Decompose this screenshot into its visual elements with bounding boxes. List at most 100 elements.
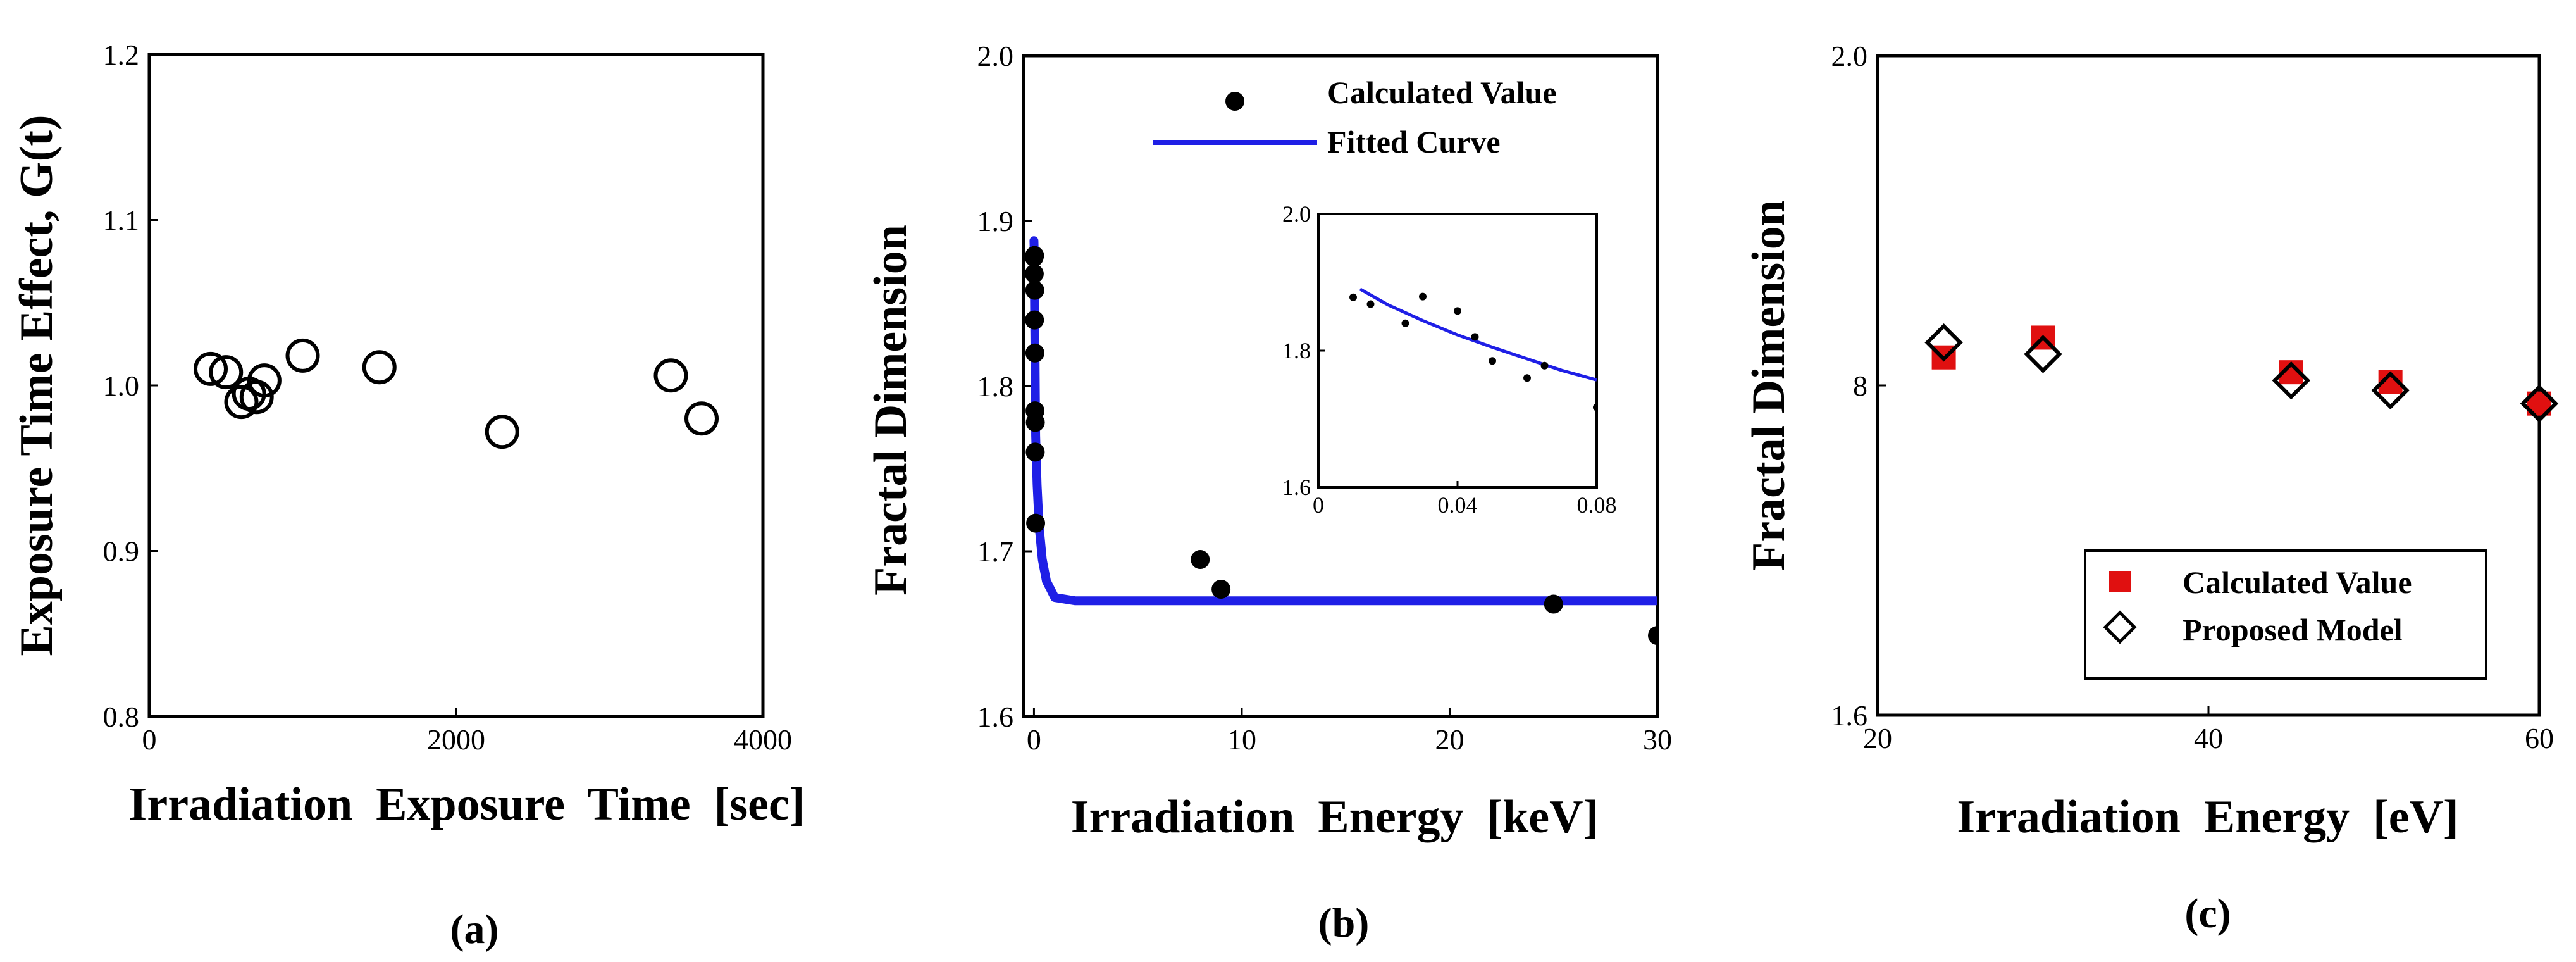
data-point	[1544, 594, 1563, 614]
y-tick-label: 1.6	[977, 701, 1014, 733]
data-point	[247, 363, 282, 398]
y-tick-label: 2.0	[977, 40, 1014, 72]
data-point	[1191, 550, 1210, 570]
data-point	[1025, 246, 1044, 265]
panel-a: 0 2000 4000 0.8 0.9 1.0 1.1 1.2 Exposure Time E…	[11, 39, 805, 953]
proposed-model-point	[2371, 371, 2410, 410]
data-point	[1024, 264, 1044, 284]
inset-data-point	[1419, 292, 1427, 301]
y-tick-label: 2.0	[1831, 40, 1868, 72]
x-tick-label: 60	[2525, 722, 2554, 754]
proposed-model-point	[2272, 361, 2310, 400]
data-point	[194, 351, 228, 386]
data-point	[684, 401, 719, 436]
data-point	[1025, 343, 1044, 363]
x-tick-label: 0	[1027, 723, 1041, 756]
x-tick-label: 0.08	[1577, 492, 1617, 518]
y-tick-label: 0.9	[103, 535, 140, 568]
data-point	[209, 355, 244, 390]
inset-data-points	[1349, 292, 1597, 411]
data-point	[239, 380, 274, 415]
panel-c-legend: Calculated Value Proposed Model	[2084, 549, 2487, 680]
data-point	[653, 358, 688, 393]
x-tick-label: 40	[2194, 722, 2223, 754]
data-point	[285, 338, 320, 373]
inset-plot-frame	[1317, 213, 1598, 489]
data-point	[224, 385, 259, 420]
x-tick-label: 20	[1435, 723, 1464, 756]
y-tick-label: 1.9	[977, 205, 1014, 237]
x-tick-label: 30	[1643, 723, 1672, 756]
y-tick-label: 1.8	[1282, 338, 1311, 363]
inset-data-point	[1401, 319, 1409, 327]
panel-a-data-points	[194, 338, 719, 449]
data-point	[1026, 513, 1046, 533]
panel-b-xlabel: Irradiation Energy [keV]	[1071, 791, 1599, 843]
panel-a-ticks: 0 2000 4000 0.8 0.9 1.0 1.1 1.2	[103, 39, 793, 756]
y-tick-label: 1.1	[103, 204, 140, 237]
panel-a-xlabel: Irradiation Exposure Time [sec]	[129, 778, 805, 830]
inset-data-point	[1366, 300, 1375, 308]
panel-b-label: (b)	[1318, 900, 1370, 946]
panel-c-data-points	[1924, 323, 2559, 423]
proposed-model-point	[2024, 335, 2062, 373]
data-point	[1211, 580, 1231, 599]
y-tick-label: 1.0	[103, 370, 140, 402]
y-tick-label: 1.6	[1282, 475, 1311, 500]
x-tick-label: 2000	[427, 723, 485, 756]
x-tick-label: 0	[142, 723, 157, 756]
legend-box	[2084, 549, 2487, 680]
legend-label-proposed-model: Proposed Model	[2183, 612, 2403, 647]
panel-c-ticks: 20 40 60 1.6 8 2.0	[1831, 40, 2554, 754]
y-tick-label: 1.8	[977, 370, 1014, 403]
data-point	[1648, 626, 1657, 646]
proposed-model-point	[1924, 323, 1963, 362]
inset-data-point	[1593, 403, 1597, 411]
panel-c-ylabel: Fractal Dimension	[1743, 200, 1795, 571]
inset-ticks: 0 0.04 0.08 1.6 1.8 2.0	[1282, 201, 1617, 518]
inset-data-point	[1454, 307, 1461, 315]
data-point	[485, 415, 519, 449]
proposed-model-point	[2520, 384, 2559, 423]
panel-a-label: (a)	[450, 906, 499, 953]
inset-fitted-curve	[1359, 287, 1597, 382]
panel-b-ylabel: Fractal Dimension	[865, 225, 917, 596]
panel-c-xlabel: Irradiation Energy [eV]	[1957, 791, 2458, 843]
y-tick-label: 1.2	[103, 39, 140, 71]
panel-b-ticks: 0 10 20 30 1.6 1.7 1.8 1.9 2.0	[977, 40, 1673, 756]
y-tick-label: 2.0	[1282, 201, 1311, 227]
inset-data-point	[1540, 361, 1549, 370]
legend-label-calculated-value: Calculated Value	[2183, 565, 2412, 600]
legend-marker-calculated-value	[2109, 571, 2131, 592]
data-point	[1025, 310, 1044, 330]
data-point	[1025, 280, 1044, 300]
x-tick-label: 20	[1863, 722, 1892, 754]
x-tick-label: 0	[1313, 492, 1324, 518]
inset-data-point	[1471, 333, 1479, 341]
y-tick-label: 1.6	[1831, 699, 1868, 732]
data-point	[362, 350, 397, 385]
panel-b: 0 10 20 30 1.6 1.7 1.8 1.9 2.0 Calculated Value …	[865, 40, 1672, 946]
inset-data-point	[1523, 374, 1531, 382]
panel-b-data-points	[1024, 246, 1657, 646]
legend-label-calculated-value: Calculated Value	[1327, 75, 1557, 110]
panel-c: 20 40 60 1.6 8 2.0 Calculated Value Proposed …	[1743, 40, 2559, 937]
y-tick-label: 1.7	[977, 535, 1014, 568]
inset-data-point	[1489, 357, 1496, 365]
legend-marker-proposed-model	[2103, 610, 2137, 644]
y-tick-label: 0.8	[103, 701, 140, 733]
x-tick-label: 4000	[734, 723, 792, 756]
data-point	[1025, 413, 1045, 432]
panel-a-ylabel: Exposure Time Effect, G(t)	[11, 115, 63, 656]
legend-label-fitted-curve: Fitted Curve	[1327, 124, 1501, 159]
x-tick-label: 0.04	[1438, 492, 1478, 518]
x-tick-label: 10	[1227, 723, 1256, 756]
data-point	[1025, 442, 1045, 462]
panel-b-legend: Calculated Value Fitted Curve	[1153, 75, 1557, 159]
panel-c-label: (c)	[2184, 890, 2231, 937]
legend-marker-calculated-value	[1225, 92, 1244, 111]
panel-b-inset: 0 0.04 0.08 1.6 1.8 2.0	[1282, 201, 1617, 518]
inset-data-point	[1349, 293, 1357, 301]
y-tick-label: 8	[1853, 370, 1867, 402]
